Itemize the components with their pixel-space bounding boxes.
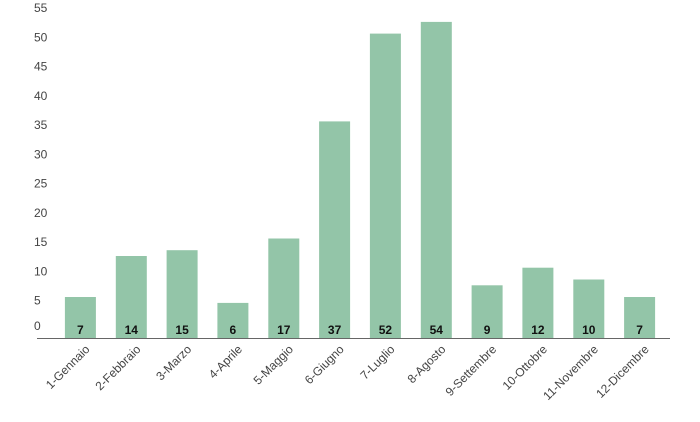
data-label: 15	[175, 323, 189, 337]
bar	[471, 285, 503, 338]
x-tick-label: 9-Settembre	[443, 342, 500, 399]
bar	[268, 238, 300, 338]
x-tick-label: 8-Agosto	[405, 342, 449, 386]
bar	[522, 267, 554, 338]
y-tick-label: 50	[34, 30, 48, 44]
x-tick-label: 11-Novembre	[540, 342, 601, 403]
y-tick-label: 45	[34, 60, 48, 74]
y-tick-label: 55	[34, 1, 48, 15]
y-tick-label: 35	[34, 118, 48, 132]
y-tick-label: 10	[34, 264, 48, 278]
x-tick-label: 5-Maggio	[251, 342, 297, 388]
data-label: 14	[125, 323, 139, 337]
y-tick-label: 25	[34, 177, 48, 191]
data-label: 37	[328, 323, 342, 337]
data-label: 7	[77, 323, 84, 337]
data-label: 10	[582, 323, 596, 337]
data-label: 7	[636, 323, 643, 337]
bar	[573, 279, 605, 338]
y-tick-label: 20	[34, 206, 48, 220]
y-tick-label: 5	[34, 294, 41, 308]
bar	[624, 297, 656, 338]
x-tick-label: 7-Luglio	[357, 342, 397, 382]
y-tick-label: 30	[34, 147, 48, 161]
data-label: 6	[230, 323, 237, 337]
data-labels: 7 14 15 6 17 37 52 54 9 12 10 7	[77, 323, 643, 337]
bar	[217, 302, 249, 338]
bar	[64, 297, 96, 338]
data-label: 54	[430, 323, 444, 337]
x-tick-label: 10-Ottobre	[500, 342, 551, 393]
x-axis: 1-Gennaio 2-Febbraio 3-Marzo 4-Aprile 5-Magg…	[43, 342, 652, 403]
data-label: 12	[531, 323, 545, 337]
x-tick-label: 6-Giugno	[302, 342, 347, 387]
x-tick-label: 3-Marzo	[153, 342, 194, 383]
bar-series	[64, 21, 656, 339]
y-tick-label: 40	[34, 89, 48, 103]
bar	[115, 256, 147, 338]
bar	[166, 250, 198, 338]
x-tick-label: 4-Aprile	[206, 342, 245, 381]
bar	[319, 121, 351, 339]
y-tick-label: 15	[34, 235, 48, 249]
data-label: 9	[484, 323, 491, 337]
bar	[420, 21, 452, 339]
x-tick-label: 2-Febbraio	[92, 342, 143, 393]
bar	[369, 33, 401, 338]
x-tick-label: 12-Dicembre	[593, 342, 652, 401]
data-label: 52	[379, 323, 393, 337]
data-label: 17	[277, 323, 291, 337]
y-tick-label: 0	[34, 319, 41, 333]
x-tick-label: 1-Gennaio	[43, 342, 93, 392]
y-axis: 0 5 10 15 20 25 30 35 40 45 50 55	[34, 1, 48, 333]
